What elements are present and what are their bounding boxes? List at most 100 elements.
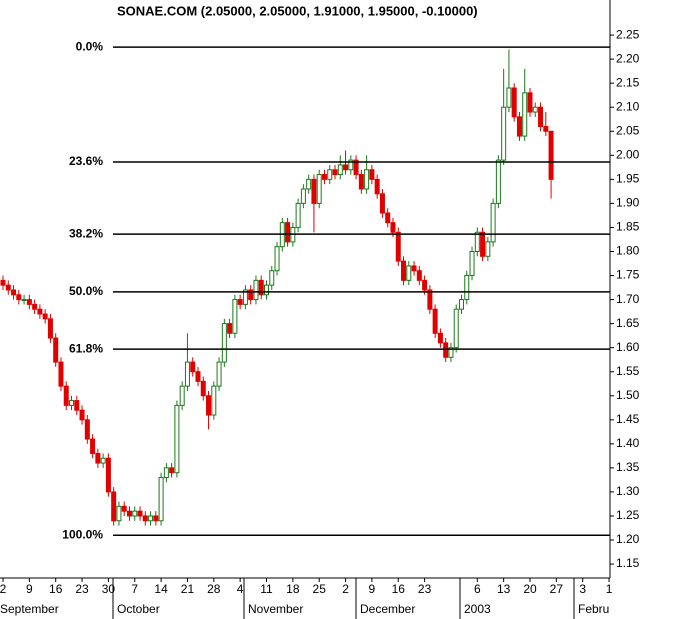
y-tick-label: 1.55 <box>616 364 640 378</box>
candle-body <box>516 116 522 137</box>
candle-body <box>11 289 17 296</box>
candle-body <box>385 212 391 224</box>
candle-body <box>495 159 501 204</box>
candle-body <box>53 337 59 363</box>
candle-body <box>379 193 385 214</box>
candle-body <box>506 87 512 108</box>
month-label: November <box>248 602 303 616</box>
candle-body <box>327 169 333 180</box>
candle-body <box>69 400 75 406</box>
candle-body <box>5 284 11 291</box>
month-label: October <box>117 602 160 616</box>
y-tick-label: 1.70 <box>616 292 640 306</box>
candle-body <box>190 361 196 373</box>
candle-body <box>184 361 190 387</box>
candle-body <box>274 246 280 272</box>
candle-body <box>448 347 454 358</box>
chart-title: SONAE.COM (2.05000, 2.05000, 1.91000, 1.… <box>117 3 478 18</box>
candle-body <box>490 202 496 243</box>
fib-label: 100.0% <box>62 527 103 541</box>
x-tick-label: 9 <box>369 582 376 596</box>
candle-body <box>111 491 117 522</box>
y-tick-label: 2.20 <box>616 51 640 65</box>
y-tick-label: 1.90 <box>616 196 640 210</box>
candle-body <box>316 174 322 204</box>
candle-body <box>137 510 143 517</box>
x-tick-label: 6 <box>474 582 481 596</box>
candle-body <box>211 385 217 416</box>
candle-body <box>411 265 417 272</box>
fib-label: 23.6% <box>69 154 103 168</box>
month-label: September <box>0 602 59 616</box>
y-tick-label: 1.80 <box>616 244 640 258</box>
candle-body <box>63 385 69 406</box>
candle-body <box>74 400 80 411</box>
y-tick-label: 2.00 <box>616 147 640 161</box>
x-tick-label: 27 <box>550 582 564 596</box>
candle-body <box>227 323 233 334</box>
candle-body <box>432 308 438 334</box>
candle-body <box>358 174 364 190</box>
x-tick-label: 21 <box>181 582 195 596</box>
candle-body <box>264 284 269 296</box>
candle-body <box>148 515 154 522</box>
candle-body <box>100 457 106 464</box>
candle-body <box>390 222 396 233</box>
candle-body <box>474 231 480 252</box>
x-tick-label: 25 <box>313 582 327 596</box>
candle-body <box>527 92 533 113</box>
candle-body <box>132 510 138 517</box>
candle-body <box>169 467 175 474</box>
x-tick-label: 16 <box>392 582 406 596</box>
candle-body <box>42 313 48 320</box>
candle-body <box>532 106 538 113</box>
plot-area <box>0 49 554 526</box>
x-tick-label: 20 <box>523 582 537 596</box>
candle-body <box>232 299 238 334</box>
candle-body <box>300 188 306 204</box>
candle-body <box>258 279 264 296</box>
candle-body <box>95 452 101 464</box>
y-tick-label: 1.95 <box>616 172 640 186</box>
candle-body <box>105 457 111 493</box>
candle-body <box>0 279 6 286</box>
x-tick-label: 18 <box>286 582 300 596</box>
x-tick-label: 2 <box>0 582 7 596</box>
candle-body <box>538 106 544 127</box>
candle-body <box>142 515 148 522</box>
y-tick-label: 1.15 <box>616 556 640 570</box>
candle-body <box>427 289 433 310</box>
y-tick-label: 1.50 <box>616 388 640 402</box>
candle-body <box>337 164 343 176</box>
y-tick-label: 2.10 <box>616 99 640 113</box>
candle-body <box>206 395 212 416</box>
y-tick-label: 1.30 <box>616 484 640 498</box>
candle-body <box>443 342 449 358</box>
candle-body <box>116 505 122 522</box>
x-tick-label: 23 <box>75 582 89 596</box>
candle-body <box>32 303 38 310</box>
x-tick-label: 23 <box>418 582 432 596</box>
x-tick-label: 7 <box>131 582 138 596</box>
candle-body <box>79 409 85 421</box>
y-tick-label: 1.20 <box>616 532 640 546</box>
x-tick-label: 30 <box>102 582 116 596</box>
candle-body <box>16 294 22 301</box>
x-tick-label: 9 <box>26 582 33 596</box>
candle-body <box>548 130 554 180</box>
candle-body <box>469 250 475 277</box>
candle-body <box>253 279 259 301</box>
x-tick-label: 2 <box>342 582 349 596</box>
month-label: Febru <box>578 602 609 616</box>
candle-body <box>343 164 349 171</box>
candle-body <box>200 380 206 397</box>
x-tick-label: 28 <box>207 582 221 596</box>
candle-body <box>221 323 227 363</box>
x-tick-label: 13 <box>497 582 511 596</box>
fib-label: 0.0% <box>76 39 104 53</box>
candle-body <box>195 371 201 382</box>
candle-body <box>58 361 64 387</box>
x-tick-label: 3 <box>579 582 586 596</box>
y-tick-label: 1.25 <box>616 508 640 522</box>
candle-body <box>511 87 517 118</box>
